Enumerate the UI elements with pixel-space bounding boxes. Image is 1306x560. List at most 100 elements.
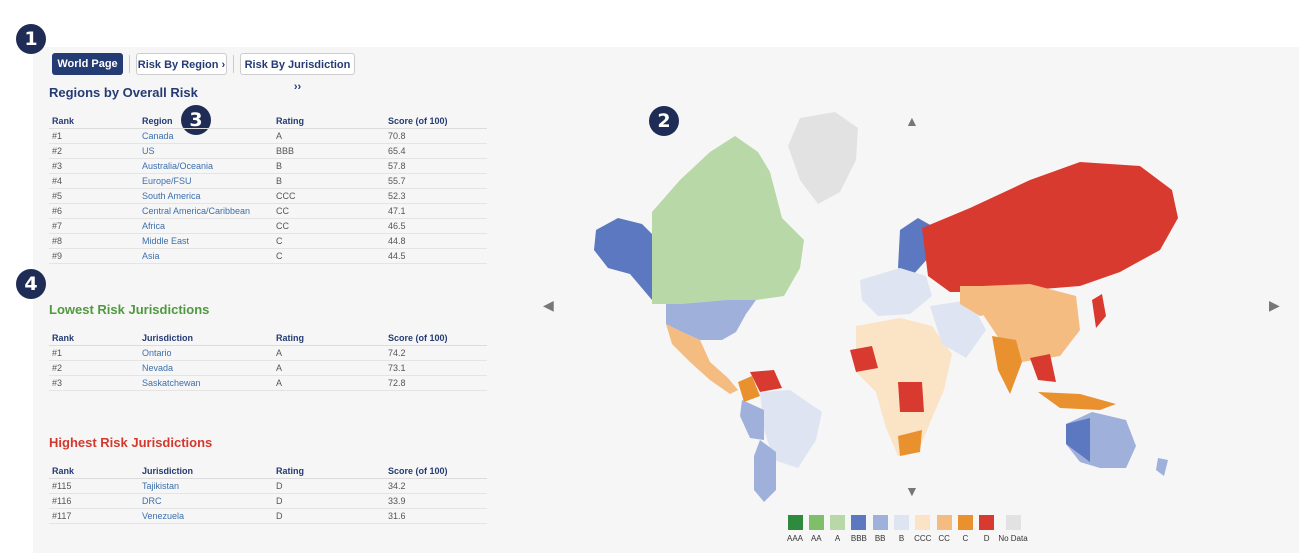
- map-india: [992, 336, 1022, 394]
- name-link[interactable]: Venezuela: [139, 508, 273, 524]
- table-row: #8 Middle East C 44.8: [49, 233, 487, 249]
- map-new-zealand: [1156, 458, 1168, 476]
- map-left-arrow[interactable]: ◀: [543, 297, 554, 313]
- legend-item: CC: [929, 515, 959, 543]
- name-link[interactable]: Africa: [139, 218, 273, 234]
- name-link[interactable]: South America: [139, 188, 273, 204]
- name-link[interactable]: US: [139, 143, 273, 159]
- name-link[interactable]: Asia: [139, 248, 273, 264]
- name-link[interactable]: DRC: [139, 493, 273, 509]
- legend-item: BBB: [844, 515, 874, 543]
- table-row: #2 Nevada A 73.1: [49, 360, 487, 376]
- map-west-africa: [850, 346, 878, 372]
- risk-by-region-button[interactable]: Risk By Region ›: [136, 53, 227, 75]
- map-japan: [1092, 294, 1106, 328]
- column-header: Rating: [273, 464, 385, 479]
- map-middle-east: [930, 300, 986, 358]
- name-link[interactable]: Europe/FSU: [139, 173, 273, 189]
- legend-item: No Data: [993, 515, 1033, 543]
- table-row: #117 Venezuela D 31.6: [49, 508, 487, 524]
- score-cell: 44.5: [385, 248, 487, 264]
- map-greenland: [788, 112, 858, 204]
- rating-cell: CC: [273, 203, 385, 219]
- rank-cell: #3: [49, 375, 139, 391]
- rating-cell: CC: [273, 218, 385, 234]
- rank-cell: #1: [49, 345, 139, 361]
- table-row: #1 Canada A 70.8: [49, 128, 487, 144]
- legend-label: D: [983, 534, 990, 543]
- legend-label: C: [962, 534, 969, 543]
- score-cell: 55.7: [385, 173, 487, 189]
- table-row: #4 Europe/FSU B 55.7: [49, 173, 487, 189]
- column-header: Score (of 100): [385, 464, 487, 479]
- table-row: #3 Australia/Oceania B 57.8: [49, 158, 487, 174]
- score-cell: 72.8: [385, 375, 487, 391]
- legend-label: CC: [938, 534, 950, 543]
- legend-item: C: [950, 515, 980, 543]
- table-row: #116 DRC D 33.9: [49, 493, 487, 509]
- world-risk-map[interactable]: [560, 100, 1240, 510]
- name-link[interactable]: Middle East: [139, 233, 273, 249]
- score-cell: 74.2: [385, 345, 487, 361]
- legend-swatch: [1005, 515, 1021, 530]
- rank-cell: #116: [49, 493, 139, 509]
- table-row: #6 Central America/Caribbean CC 47.1: [49, 203, 487, 219]
- map-western-australia: [1066, 418, 1090, 462]
- rating-cell: C: [273, 248, 385, 264]
- map-argentina: [754, 440, 776, 502]
- rank-cell: #9: [49, 248, 139, 264]
- map-alaska: [594, 218, 652, 300]
- legend-label: BBB: [850, 534, 867, 543]
- legend-swatch: [979, 515, 995, 530]
- map-mexico: [666, 324, 738, 394]
- risk-by-jurisdiction-button[interactable]: Risk By Jurisdiction ››: [240, 53, 355, 93]
- rating-cell: A: [273, 128, 385, 144]
- rank-cell: #6: [49, 203, 139, 219]
- rank-cell: #2: [49, 143, 139, 159]
- map-europe: [860, 268, 932, 316]
- legend-swatch: [957, 515, 973, 530]
- rating-cell: CCC: [273, 188, 385, 204]
- score-cell: 44.8: [385, 233, 487, 249]
- legend-item: A: [823, 515, 853, 543]
- legend-swatch: [894, 515, 909, 530]
- name-link[interactable]: Central America/Caribbean: [139, 203, 273, 219]
- legend-item: CCC: [908, 515, 938, 543]
- regions-title: Regions by Overall Risk: [49, 85, 198, 100]
- legend-label: A: [834, 534, 841, 543]
- rank-cell: #8: [49, 233, 139, 249]
- map-down-arrow[interactable]: ▼: [905, 483, 919, 499]
- rank-cell: #1: [49, 128, 139, 144]
- map-russia: [922, 162, 1178, 292]
- map-up-arrow[interactable]: ▲: [905, 113, 919, 129]
- rating-cell: D: [273, 493, 385, 509]
- rating-cell: D: [273, 478, 385, 494]
- name-link[interactable]: Tajikistan: [139, 478, 273, 494]
- rank-cell: #3: [49, 158, 139, 174]
- rating-cell: C: [273, 233, 385, 249]
- regions-table: Rank Region Rating Score (of 100) #1 Canada A 7…: [49, 114, 487, 264]
- name-link[interactable]: Ontario: [139, 345, 273, 361]
- rating-cell: B: [273, 173, 385, 189]
- table-header-row: Rank Jurisdiction Rating Score (of 100): [49, 464, 487, 479]
- table-row: #115 Tajikistan D 34.2: [49, 478, 487, 494]
- legend-item: BB: [865, 515, 895, 543]
- score-cell: 47.1: [385, 203, 487, 219]
- name-link[interactable]: Nevada: [139, 360, 273, 376]
- score-cell: 73.1: [385, 360, 487, 376]
- world-page-button[interactable]: World Page: [52, 53, 123, 75]
- map-canada: [652, 136, 804, 304]
- step-badge-2: 2: [649, 106, 679, 136]
- map-right-arrow[interactable]: ▶: [1269, 297, 1280, 313]
- name-link[interactable]: Canada: [139, 128, 273, 144]
- name-link[interactable]: Saskatchewan: [139, 375, 273, 391]
- nav-divider: [233, 55, 234, 73]
- legend-swatch: [787, 515, 803, 530]
- table-header-row: Rank Jurisdiction Rating Score (of 100): [49, 331, 487, 346]
- step-badge-4: 4: [16, 269, 46, 299]
- name-link[interactable]: Australia/Oceania: [139, 158, 273, 174]
- legend-item: AA: [801, 515, 831, 543]
- legend-swatch: [851, 515, 867, 530]
- map-peru: [740, 400, 764, 440]
- legend-label: B: [898, 534, 905, 543]
